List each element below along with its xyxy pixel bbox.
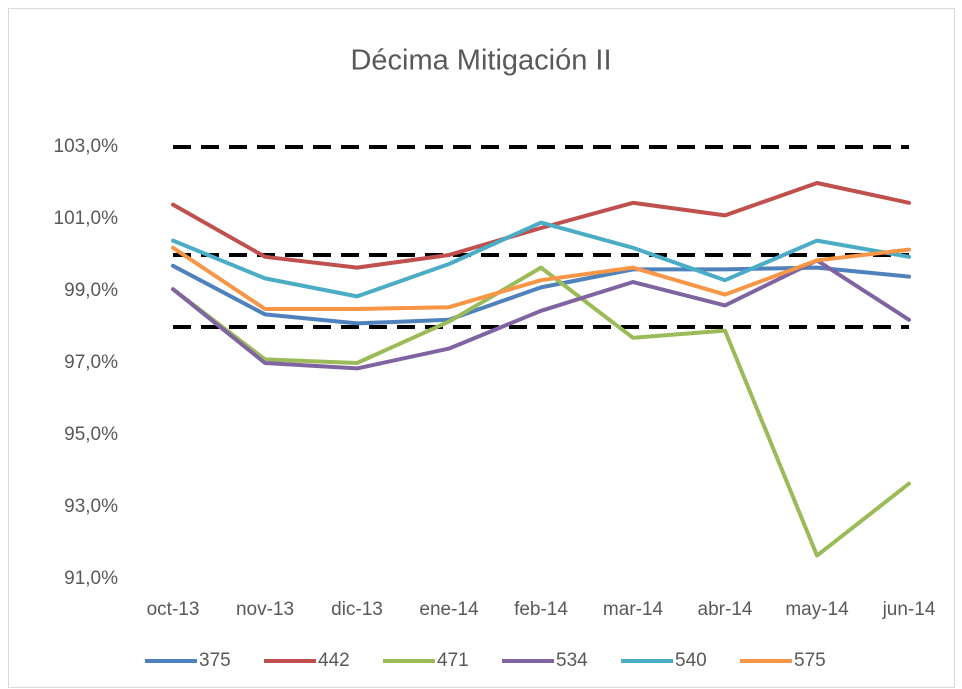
y-tick-label: 103,0% [54,136,119,157]
y-tick-label: 95,0% [64,424,118,445]
x-tick-label: ene-14 [419,599,479,620]
series-line [171,220,911,299]
legend-label: 540 [675,650,707,671]
x-tick-label: jun-14 [882,599,936,620]
series-line [171,263,911,326]
x-tick-label: may-14 [785,599,849,620]
series-line [171,265,911,558]
x-tick-label: abr-14 [698,599,753,620]
legend-label: 575 [794,650,826,671]
series-line [171,245,911,311]
x-tick-label: feb-14 [514,599,568,620]
legend-label: 534 [556,650,588,671]
legend-label: 442 [318,650,350,671]
x-tick-label: oct-13 [147,599,200,620]
y-tick-label: 97,0% [64,352,118,373]
y-tick-label: 91,0% [64,568,118,589]
x-tick-label: nov-13 [236,599,294,620]
y-tick-label: 101,0% [54,208,119,229]
x-tick-label: dic-13 [331,599,383,620]
series-line [171,181,911,270]
y-tick-label: 99,0% [64,280,118,301]
legend-label: 471 [437,650,469,671]
y-tick-label: 93,0% [64,496,118,517]
legend-label: 375 [199,650,231,671]
series-line [171,258,911,371]
chart-frame [8,8,955,688]
x-tick-label: mar-14 [603,599,664,620]
chart-title: Décima Mitigación II [350,45,611,77]
